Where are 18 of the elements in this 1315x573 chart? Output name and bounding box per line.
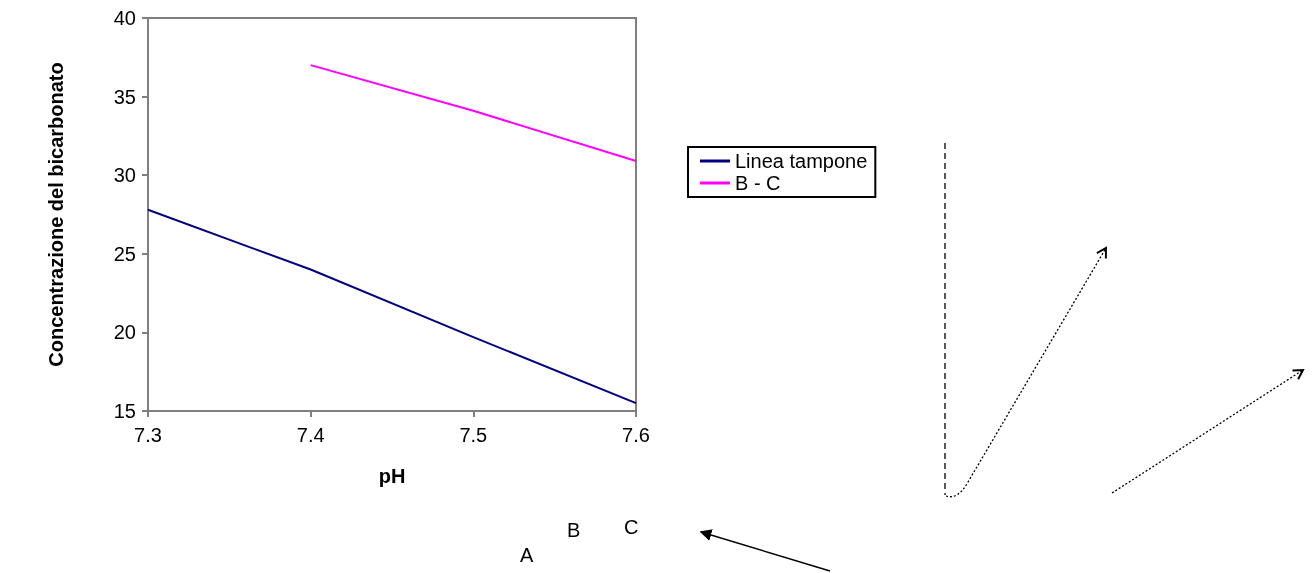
text: C bbox=[624, 516, 639, 538]
x-tick-label: 7.6 bbox=[622, 424, 650, 446]
legend-label: Linea tampone bbox=[735, 150, 868, 172]
x-tick-label: 7.3 bbox=[134, 424, 162, 446]
x-tick-label: 7.5 bbox=[459, 424, 488, 446]
y-tick-label: 25 bbox=[113, 242, 136, 265]
x-axis-title: pH bbox=[378, 465, 406, 487]
y-tick-label: 30 bbox=[113, 164, 136, 187]
y-tick-label: 20 bbox=[113, 321, 136, 344]
legend-label: B - C bbox=[735, 172, 781, 194]
y-tick-label: 40 bbox=[113, 7, 136, 29]
y-tick-label: 35 bbox=[113, 85, 136, 108]
line-series bbox=[147, 208, 637, 405]
y-axis-title: Concentrazione del bicarbonato bbox=[45, 62, 67, 367]
text: A bbox=[520, 544, 534, 566]
text: B bbox=[567, 519, 581, 541]
x-tick-label: 7.4 bbox=[296, 424, 325, 446]
y-tick-label: 15 bbox=[113, 400, 136, 422]
